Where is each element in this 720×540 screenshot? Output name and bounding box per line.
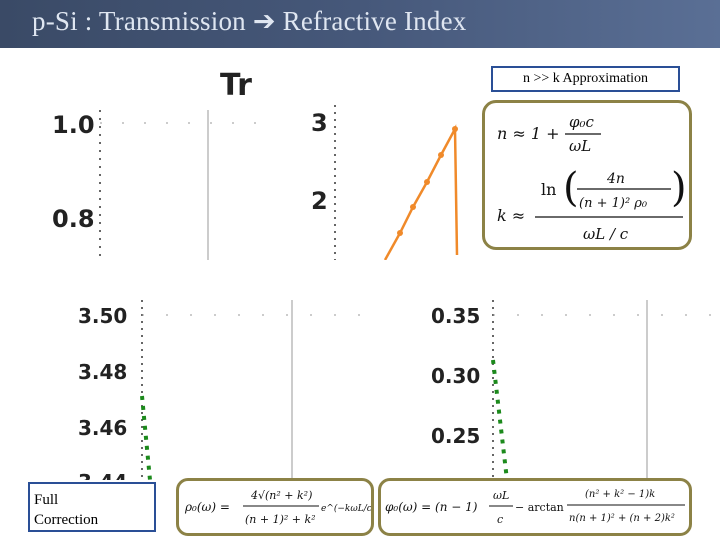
data-point — [452, 126, 458, 132]
phi-formula: φ₀(ω) = (n − 1) ωL c − arctan (n² + k² −… — [385, 489, 685, 526]
k-formula-inner-num: 4n — [606, 171, 625, 187]
rho-formula-exp: e^(−kωL/c) — [321, 503, 371, 514]
tick-label: 3 — [311, 109, 328, 137]
title-bar: p-Si : Transmission ➔ Refractive Index — [0, 0, 720, 48]
k-formula-paren-open: ( — [563, 165, 579, 211]
approximation-label: n >> k Approximation — [491, 66, 680, 92]
full-correction-label: Full Correction — [28, 482, 156, 532]
tick-label: 2 — [311, 187, 328, 215]
phi-formula-frac-den: c — [497, 513, 503, 526]
approximation-formula-box: n ≈ 1 + φ₀c ωL k ≈ ln ( 4n (n + 1)² ρ₀ )… — [482, 100, 692, 250]
full-correction-line2: Correction — [34, 512, 99, 528]
tick-label: 3.48 — [78, 360, 127, 384]
rho-formula-box: ρ₀(ω) = 4√(n² + k²) (n + 1)² + k² e^(−kω… — [176, 478, 376, 536]
k-formula-inner-den: (n + 1)² ρ₀ — [579, 196, 648, 211]
title-prefix: p-Si : Transmission — [32, 6, 246, 36]
phi-formula-lhs: φ₀(ω) = (n − 1) — [385, 500, 478, 514]
rho-formula-den: (n + 1)² + k² — [245, 513, 316, 526]
arrow-icon: ➔ — [252, 6, 276, 36]
phi-formula-box: φ₀(ω) = (n − 1) ωL c − arctan (n² + k² −… — [378, 478, 692, 536]
data-point — [410, 204, 416, 210]
tick-label: 3.44 — [78, 470, 127, 480]
k-full-curve — [491, 359, 509, 480]
k-formula-paren-close: ) — [671, 165, 687, 211]
rho-formula: ρ₀(ω) = 4√(n² + k²) (n + 1)² + k² e^(−kω… — [184, 489, 376, 526]
phi-formula-num: (n² + k² − 1)k — [585, 489, 655, 500]
data-point — [397, 230, 403, 236]
k-full-plot: 0.35 0.30 0.25 — [431, 300, 720, 480]
k-formula-ln: ln — [541, 180, 556, 199]
n-formula-den: ωL — [569, 137, 591, 155]
n-full-curve — [140, 395, 152, 480]
n-formula-lhs: n ≈ 1 + — [497, 124, 560, 143]
k-formula-den: ωL / c — [583, 225, 629, 243]
tick-label: 0.8 — [52, 205, 95, 233]
transmission-plot-title: Tr — [220, 68, 252, 103]
tick-label: 3.46 — [78, 416, 127, 440]
tick-label: 1.0 — [52, 111, 95, 139]
rho-formula-lhs: ρ₀(ω) = — [184, 500, 230, 514]
data-point — [438, 152, 444, 158]
k-formula-lhs: k ≈ — [497, 206, 525, 225]
phi-formula-den: n(n + 1)² + (n + 2)k² — [569, 513, 675, 524]
title-suffix: Refractive Index — [282, 6, 467, 36]
n-full-plot: 3.50 3.48 3.46 3.44 — [78, 300, 370, 480]
n-formula-num: φ₀c — [569, 113, 595, 131]
phi-formula-frac-num: ωL — [493, 489, 509, 502]
tick-label: 3.50 — [78, 304, 127, 328]
slide-title: p-Si : Transmission ➔ Refractive Index — [32, 6, 466, 37]
data-point — [424, 179, 430, 185]
phi-formula-minus: − arctan — [515, 501, 564, 514]
refractive-index-plot: 3 2 — [311, 105, 459, 260]
rho-formula-num: 4√(n² + k²) — [250, 489, 312, 502]
tick-label: 0.25 — [431, 424, 480, 448]
n-approx-curve — [383, 124, 459, 260]
tick-label: 0.35 — [431, 304, 480, 328]
tick-label: 0.30 — [431, 364, 480, 388]
transmission-plot: Tr 1.0 0.8 — [52, 68, 270, 260]
approximation-formulas: n ≈ 1 + φ₀c ωL k ≈ ln ( 4n (n + 1)² ρ₀ )… — [497, 113, 687, 243]
full-correction-line1: Full — [34, 492, 59, 508]
